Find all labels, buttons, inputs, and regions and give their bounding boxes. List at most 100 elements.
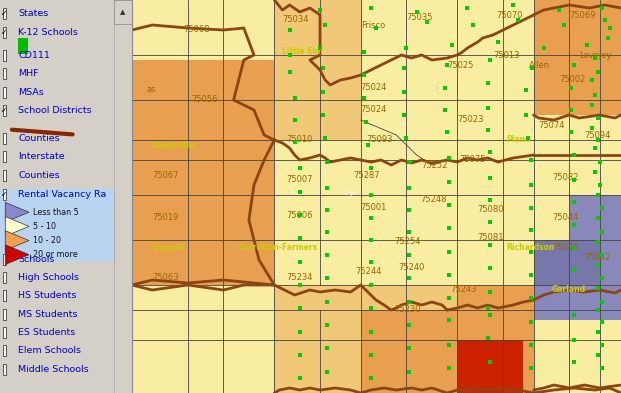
Bar [132, 285, 224, 393]
Text: 75234: 75234 [286, 274, 313, 283]
Text: MHF: MHF [19, 70, 39, 78]
Text: Lovejoy: Lovejoy [579, 50, 612, 59]
Bar [2, 68, 6, 79]
Text: 75093: 75093 [366, 136, 392, 145]
Bar [274, 0, 361, 140]
Text: 75019: 75019 [152, 213, 179, 222]
Text: 20 or more: 20 or more [33, 250, 78, 259]
Text: Less than 5: Less than 5 [33, 208, 79, 217]
Text: 75069: 75069 [569, 11, 596, 20]
Text: 75068: 75068 [183, 26, 209, 35]
Text: Lewisville: Lewisville [152, 141, 194, 149]
Bar [2, 105, 6, 116]
Text: 75001: 75001 [361, 204, 387, 213]
Bar [2, 87, 6, 98]
Bar [132, 285, 274, 393]
Bar [274, 285, 361, 393]
Text: ES Students: ES Students [19, 329, 76, 337]
Text: ✓: ✓ [1, 28, 7, 37]
Bar [2, 272, 6, 283]
Bar [569, 195, 621, 240]
Text: as: as [146, 86, 156, 94]
Text: Rental Vacancy Ra: Rental Vacancy Ra [19, 190, 107, 199]
Text: Elem Schools: Elem Schools [19, 347, 81, 355]
Polygon shape [5, 245, 29, 264]
Text: 75013: 75013 [493, 50, 519, 59]
Text: 75094: 75094 [584, 130, 611, 140]
Bar [533, 0, 621, 115]
Bar [533, 285, 621, 393]
Bar [457, 285, 533, 393]
Text: Middle Schools: Middle Schools [19, 365, 89, 374]
Bar [132, 60, 274, 285]
Bar [224, 285, 274, 393]
Text: 75252: 75252 [422, 160, 448, 169]
Text: 75080: 75080 [478, 206, 504, 215]
Text: Carrolton-Farmers: Carrolton-Farmers [238, 244, 318, 252]
Bar [0, 189, 114, 261]
Bar [19, 38, 28, 54]
Text: Richardson: Richardson [506, 244, 555, 252]
Text: 5 - 10: 5 - 10 [33, 222, 56, 231]
Bar [2, 151, 6, 162]
Bar [114, 0, 132, 393]
Text: ✓: ✓ [1, 190, 7, 199]
Bar [361, 310, 457, 393]
Bar [2, 254, 6, 265]
Text: 75040: 75040 [552, 244, 578, 252]
Polygon shape [5, 202, 29, 222]
Bar [2, 8, 6, 19]
Text: 75035: 75035 [407, 13, 433, 22]
Text: Little Elm: Little Elm [283, 48, 324, 57]
Bar [533, 240, 600, 320]
Bar [361, 160, 457, 285]
Text: Plano: Plano [506, 136, 530, 145]
Text: 75244: 75244 [356, 268, 382, 277]
Text: MSAs: MSAs [19, 88, 44, 97]
Text: Interstate: Interstate [19, 152, 65, 161]
Bar [361, 0, 457, 160]
Bar [2, 327, 6, 338]
Text: 10 - 20: 10 - 20 [33, 236, 61, 245]
Bar [2, 27, 6, 38]
Bar [533, 115, 621, 285]
Bar [2, 309, 6, 320]
Text: 75024: 75024 [361, 83, 387, 92]
Text: 75010: 75010 [286, 136, 313, 145]
Text: High Schools: High Schools [19, 274, 79, 282]
Text: 75056: 75056 [191, 95, 217, 105]
Text: 75002: 75002 [559, 75, 586, 84]
Bar [457, 340, 524, 393]
Text: ☞: ☞ [345, 189, 356, 202]
Text: 75243: 75243 [450, 285, 477, 294]
Text: 75254: 75254 [394, 237, 420, 246]
Bar [533, 285, 621, 320]
Polygon shape [5, 231, 29, 250]
Bar [274, 285, 361, 393]
Text: 75024: 75024 [361, 105, 387, 114]
Bar [2, 50, 6, 61]
Text: MS Students: MS Students [19, 310, 78, 319]
Text: 75067: 75067 [152, 171, 179, 180]
Bar [2, 170, 6, 181]
Text: HS Students: HS Students [19, 292, 77, 300]
Bar [569, 195, 621, 285]
Text: 75240: 75240 [398, 263, 425, 272]
Text: 75007: 75007 [286, 176, 313, 184]
Text: 75025: 75025 [447, 61, 474, 70]
Text: K-12 Schools: K-12 Schools [19, 28, 78, 37]
Text: 75248: 75248 [420, 195, 447, 204]
Text: ▲: ▲ [120, 9, 125, 15]
Text: 75044: 75044 [552, 213, 578, 222]
Text: 75063: 75063 [152, 274, 179, 283]
Bar [132, 0, 274, 60]
Text: ✓: ✓ [1, 107, 7, 115]
Text: 75070: 75070 [496, 11, 522, 20]
Text: States: States [19, 9, 48, 18]
Text: Coppell: Coppell [152, 244, 185, 252]
Bar [2, 290, 6, 301]
Bar [114, 0, 132, 24]
Text: CD111: CD111 [19, 51, 50, 60]
Text: 75042: 75042 [584, 253, 611, 263]
Bar [457, 0, 533, 285]
